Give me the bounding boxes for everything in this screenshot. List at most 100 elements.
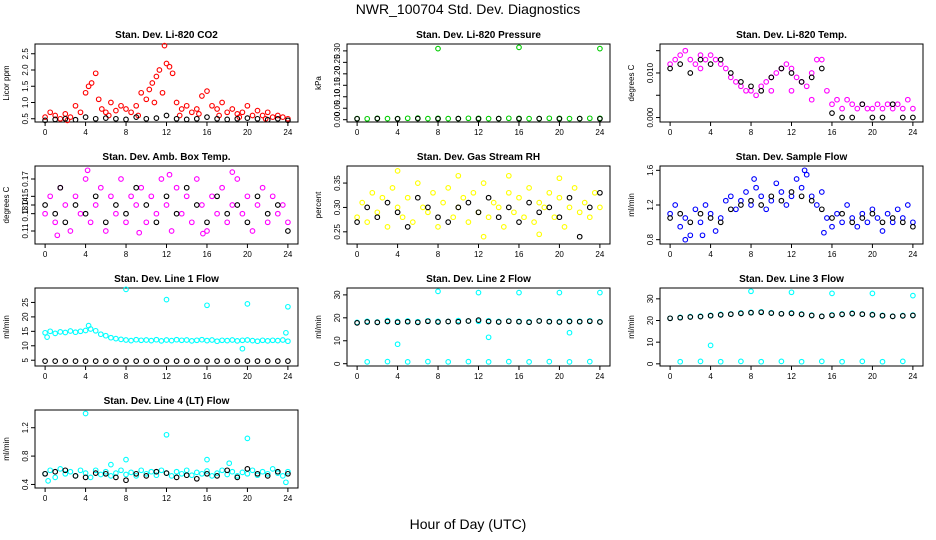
data-point [707,215,714,221]
data-point [576,318,583,325]
data-point [450,214,457,221]
data-point [768,310,775,316]
panel-3: Stan. Dev. Li-820 Temp. degrees C 0 4 8 12 16 2… [627,30,924,137]
data-point [52,474,59,481]
data-point [204,456,210,463]
data-point [274,468,281,475]
data-point [869,114,876,121]
data-point [435,224,441,230]
data-point [743,87,749,94]
data-point [113,335,119,342]
data-point [425,115,431,122]
data-point [801,167,808,174]
data-point [369,189,376,196]
data-point [62,111,69,117]
data-point [178,210,185,217]
data-point [899,313,906,319]
data-point [485,194,492,201]
data-point [526,359,532,365]
data-point [364,359,371,365]
data-point [485,318,492,325]
data-point [687,56,694,63]
panel-4: Stan. Dev. Amb. Box Temp. degrees C 0 4 8 12 1… [2,152,299,259]
data-point [163,358,170,364]
data-point [204,468,210,474]
data-point [199,202,205,208]
data-point [92,70,99,77]
data-point [82,114,89,120]
panel-title: Stan. Dev. Line 1 Flow [114,274,219,285]
data-point [72,473,79,479]
data-point [556,214,563,221]
data-point [188,338,195,344]
data-point [72,202,79,208]
data-point [465,219,472,225]
data-point [889,101,896,108]
data-point [354,115,360,122]
data-point [249,467,256,474]
x-tick-label: 4 [708,372,713,381]
data-point [118,336,124,343]
data-point [113,107,119,114]
data-point [859,358,866,365]
data-point [62,219,69,226]
data-point [229,106,236,112]
y-tick-label: 0.15 [333,77,342,93]
data-point [879,358,886,365]
data-point [687,70,694,76]
data-point [52,219,59,226]
data-point [763,79,770,85]
x-tick-label: 4 [83,494,88,503]
data-point [224,210,231,217]
data-point [910,292,916,299]
data-point [143,473,150,479]
data-point [168,228,175,234]
x-tick-label: 24 [908,250,917,259]
x-tick-label: 8 [749,128,754,137]
data-point [269,337,276,344]
data-point [455,318,462,325]
data-point [546,204,553,211]
y-tick-label: 1.2 [21,422,30,434]
y-tick-label: 0.10 [333,88,342,104]
data-point [425,209,431,216]
data-point [209,473,215,479]
data-point [92,202,99,208]
data-point [193,469,200,476]
data-point [254,338,261,345]
data-point [798,79,805,85]
data-point [274,358,281,364]
data-point [798,358,805,365]
data-point [153,358,160,364]
data-point [97,471,104,478]
data-point [677,210,684,217]
data-point [404,194,411,201]
x-tick-label: 12 [474,250,483,259]
data-point [536,231,543,238]
y-axis-label: ml/min [627,193,636,217]
data-point [199,336,205,343]
data-point [163,470,170,476]
y-tick-label: 15 [21,326,30,335]
x-tick-label: 8 [124,128,129,137]
data-point [445,359,452,365]
data-point [42,358,48,364]
data-point [445,219,452,225]
data-point [285,219,291,226]
data-point [92,467,99,474]
data-point [249,228,256,234]
data-point [173,184,180,191]
data-point [394,115,401,122]
x-tick-label: 16 [515,128,524,137]
data-point [285,228,291,234]
data-point [541,204,548,211]
data-point [778,358,785,365]
data-point [722,197,729,204]
panel-8: Stan. Dev. Line 2 Flow ml/min 0 4 8 12 16 20 24 0… [314,274,611,381]
data-point [591,189,598,196]
panel-title: Stan. Dev. Line 4 (LT) Flow [104,396,230,407]
data-point [123,456,129,463]
data-point [178,337,185,344]
data-point [136,229,143,236]
data-point [108,473,114,479]
